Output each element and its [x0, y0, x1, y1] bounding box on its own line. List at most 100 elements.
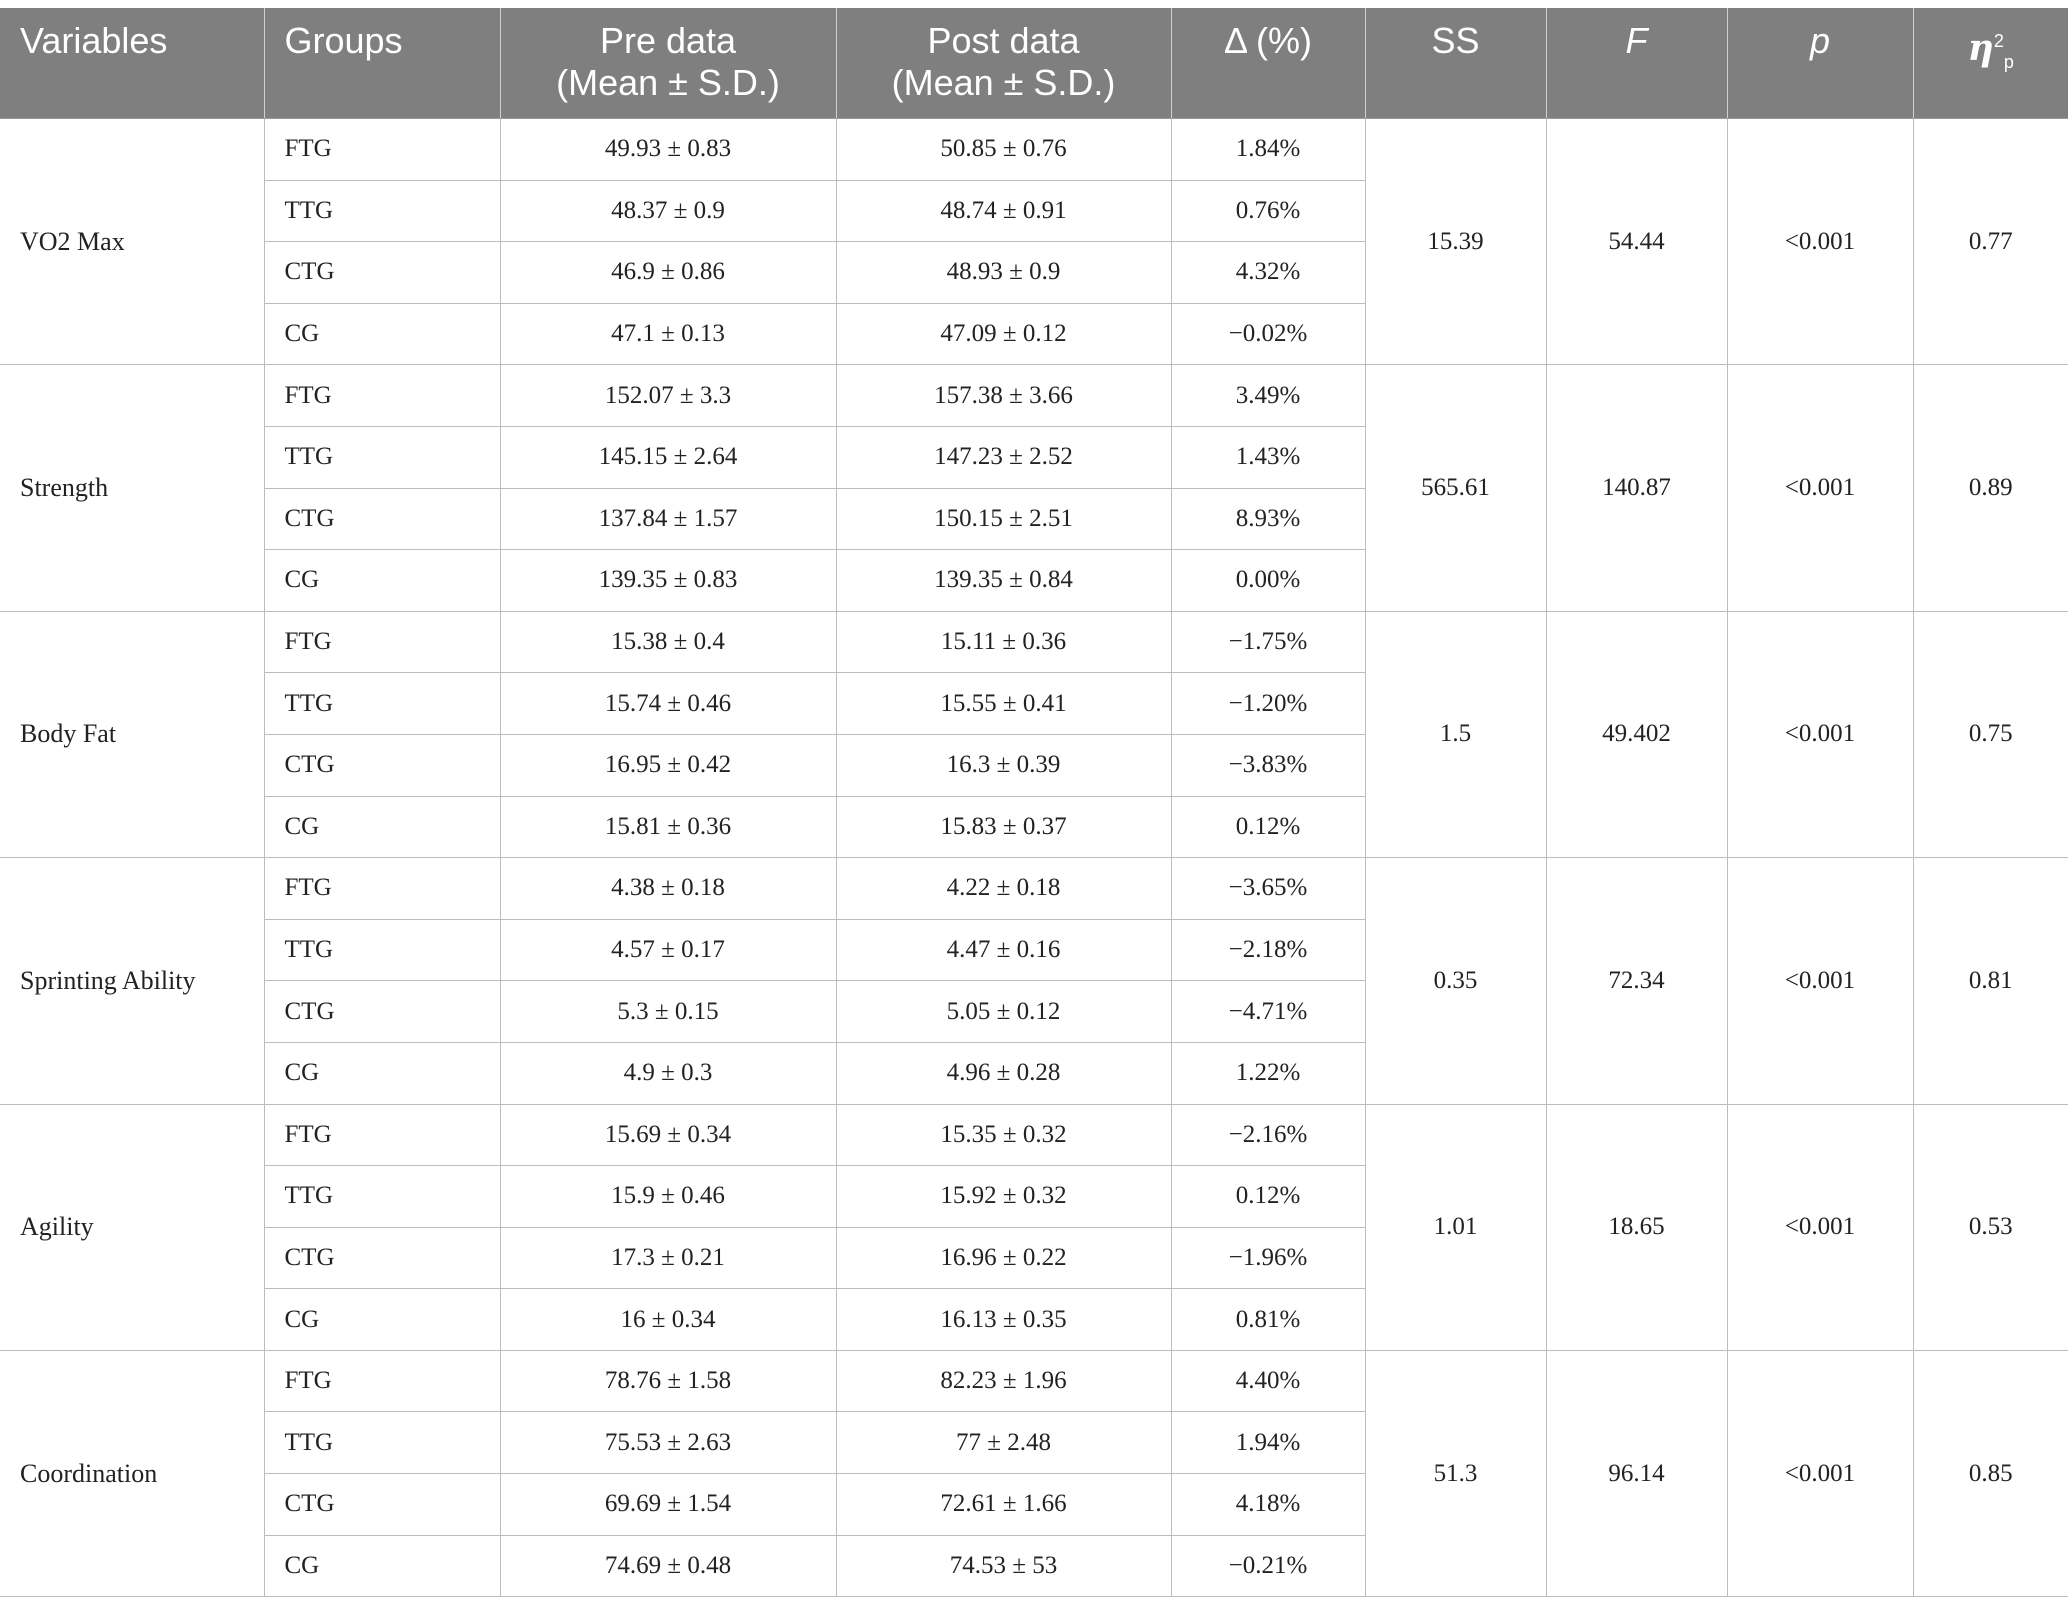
post-data-cell: 48.74 ± 0.91 — [835, 179, 1172, 243]
eta-cell: 0.75 — [1912, 610, 2068, 859]
f-cell: 49.402 — [1545, 610, 1728, 859]
results-table-container: Variables Groups Pre data (Mean ± S.D.) P… — [0, 8, 2068, 1598]
table-row: Agility FTG 15.69 ± 0.34 15.35 ± 0.32 −2.16%… — [0, 1103, 2068, 1351]
header-ss: SS — [1365, 8, 1547, 119]
post-data-cell: 139.35 ± 0.84 — [835, 549, 1172, 612]
post-data-cell: 77 ± 2.48 — [835, 1411, 1172, 1475]
table-row: Strength FTG 152.07 ± 3.3 157.38 ± 3.66 3.49… — [0, 364, 2068, 612]
group-cell: CG — [263, 795, 501, 859]
group-cell: TTG — [263, 1411, 501, 1475]
group-cell: CG — [263, 1534, 501, 1598]
group-cell: CTG — [263, 1226, 501, 1290]
pre-data-cell: 4.57 ± 0.17 — [499, 918, 837, 982]
table-row: CG 47.1 ± 0.13 47.09 ± 0.12 −0.02% — [0, 302, 2068, 366]
variable-cell: Strength — [0, 364, 265, 612]
variable-cell: VO2 Max — [0, 117, 265, 366]
post-data-cell: 82.23 ± 1.96 — [835, 1349, 1172, 1413]
header-eta: η2p — [1913, 8, 2068, 119]
pre-data-cell: 16.95 ± 0.42 — [499, 733, 837, 797]
delta-cell: −2.16% — [1170, 1103, 1366, 1167]
group-cell: FTG — [263, 610, 501, 674]
pre-data-cell: 17.3 ± 0.21 — [499, 1226, 837, 1290]
f-cell: 72.34 — [1545, 857, 1728, 1105]
pre-data-cell: 139.35 ± 0.83 — [499, 549, 837, 612]
group-cell: CTG — [263, 980, 501, 1043]
delta-cell: −0.21% — [1170, 1534, 1366, 1598]
group-cell: FTG — [263, 364, 501, 427]
delta-cell: 0.12% — [1170, 795, 1366, 859]
table-row: TTG 145.15 ± 2.64 147.23 ± 2.52 1.43% — [0, 425, 2068, 489]
f-cell: 54.44 — [1545, 117, 1728, 366]
pre-data-cell: 145.15 ± 2.64 — [499, 425, 837, 489]
group-cell: CG — [263, 302, 501, 366]
variable-cell: Sprinting Ability — [0, 857, 265, 1105]
table-row: CTG 17.3 ± 0.21 16.96 ± 0.22 −1.96% — [0, 1226, 2068, 1290]
group-cell: FTG — [263, 118, 501, 181]
group-cell: CTG — [263, 733, 501, 797]
post-data-cell: 74.53 ± 53 — [835, 1534, 1172, 1598]
pre-data-cell: 15.38 ± 0.4 — [499, 610, 837, 674]
ss-cell: 1.01 — [1364, 1103, 1547, 1351]
post-data-cell: 16.3 ± 0.39 — [835, 733, 1172, 797]
post-data-cell: 4.96 ± 0.28 — [835, 1041, 1172, 1105]
table-row: CTG 69.69 ± 1.54 72.61 ± 1.66 4.18% — [0, 1473, 2068, 1536]
ss-cell: 565.61 — [1364, 364, 1547, 612]
delta-cell: 0.00% — [1170, 549, 1366, 612]
group-cell: CG — [263, 1041, 501, 1105]
table-row: TTG 75.53 ± 2.63 77 ± 2.48 1.94% — [0, 1411, 2068, 1475]
eta-cell: 0.85 — [1912, 1349, 2068, 1598]
p-cell: <0.001 — [1726, 117, 1914, 366]
pre-data-cell: 15.81 ± 0.36 — [499, 795, 837, 859]
delta-cell: 0.76% — [1170, 179, 1366, 243]
post-data-cell: 15.83 ± 0.37 — [835, 795, 1172, 859]
post-data-cell: 15.35 ± 0.32 — [835, 1103, 1172, 1167]
pre-data-cell: 49.93 ± 0.83 — [499, 118, 837, 181]
table-row: Coordination FTG 78.76 ± 1.58 82.23 ± 1.96 4… — [0, 1349, 2068, 1598]
table-row: CG 139.35 ± 0.83 139.35 ± 0.84 0.00% — [0, 549, 2068, 612]
delta-cell: −2.18% — [1170, 918, 1366, 982]
eta-cell: 0.77 — [1912, 117, 2068, 366]
pre-data-cell: 5.3 ± 0.15 — [499, 980, 837, 1043]
post-data-cell: 15.55 ± 0.41 — [835, 672, 1172, 735]
group-cell: TTG — [263, 425, 501, 489]
pre-data-cell: 137.84 ± 1.57 — [499, 487, 837, 551]
post-data-cell: 47.09 ± 0.12 — [835, 302, 1172, 366]
variable-cell: Coordination — [0, 1349, 265, 1598]
group-cell: FTG — [263, 1349, 501, 1413]
table-row: TTG 15.74 ± 0.46 15.55 ± 0.41 −1.20% — [0, 672, 2068, 735]
eta-squared-symbol: η2p — [1967, 27, 2014, 73]
ss-cell: 15.39 — [1364, 117, 1547, 366]
header-f: F — [1546, 8, 1728, 119]
header-post-data: Post data (Mean ± S.D.) — [836, 8, 1172, 119]
table-row: CTG 5.3 ± 0.15 5.05 ± 0.12 −4.71% — [0, 980, 2068, 1043]
header-pre-line1: Pre data — [599, 20, 737, 61]
pre-data-cell: 69.69 ± 1.54 — [499, 1473, 837, 1536]
delta-cell: 4.18% — [1170, 1473, 1366, 1536]
post-data-cell: 150.15 ± 2.51 — [835, 487, 1172, 551]
ss-cell: 0.35 — [1364, 857, 1547, 1105]
p-cell: <0.001 — [1726, 1349, 1914, 1598]
delta-cell: 3.49% — [1170, 364, 1366, 427]
header-post-line1: Post data — [927, 20, 1080, 61]
post-data-cell: 48.93 ± 0.9 — [835, 241, 1172, 304]
eta-cell: 0.53 — [1912, 1103, 2068, 1351]
delta-cell: 0.12% — [1170, 1165, 1366, 1228]
pre-data-cell: 48.37 ± 0.9 — [499, 179, 837, 243]
header-variables: Variables — [0, 8, 265, 119]
pre-data-cell: 16 ± 0.34 — [499, 1288, 837, 1351]
header-delta: Δ (%) — [1171, 8, 1366, 119]
p-cell: <0.001 — [1726, 364, 1914, 612]
delta-cell: 1.94% — [1170, 1411, 1366, 1475]
group-cell: CTG — [263, 241, 501, 304]
delta-cell: −1.96% — [1170, 1226, 1366, 1290]
f-cell: 18.65 — [1545, 1103, 1728, 1351]
delta-cell: −1.75% — [1170, 610, 1366, 674]
group-cell: CG — [263, 549, 501, 612]
results-table: Variables Groups Pre data (Mean ± S.D.) P… — [0, 8, 2068, 1598]
f-cell: 140.87 — [1545, 364, 1728, 612]
ss-cell: 51.3 — [1364, 1349, 1547, 1598]
pre-data-cell: 15.69 ± 0.34 — [499, 1103, 837, 1167]
pre-data-cell: 75.53 ± 2.63 — [499, 1411, 837, 1475]
delta-cell: 1.84% — [1170, 118, 1366, 181]
post-data-cell: 15.92 ± 0.32 — [835, 1165, 1172, 1228]
